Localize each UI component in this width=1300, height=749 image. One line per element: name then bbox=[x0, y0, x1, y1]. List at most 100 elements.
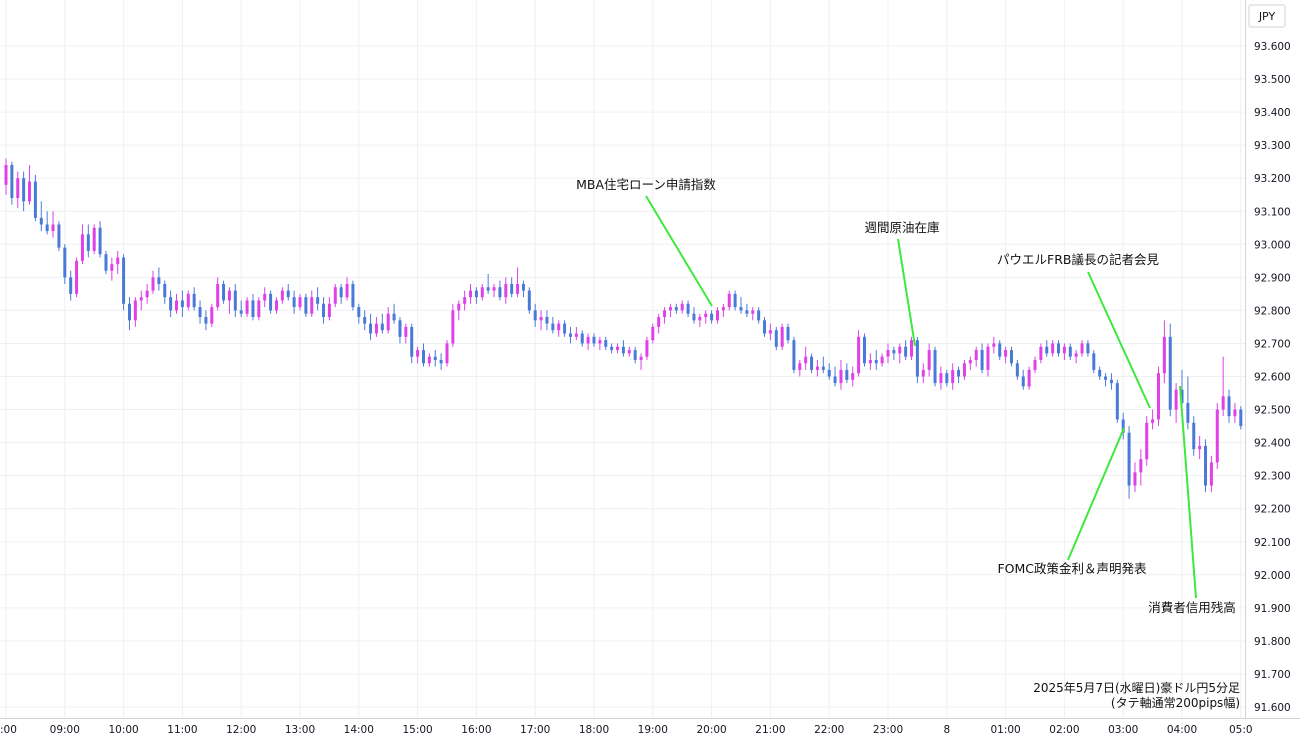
candle-body bbox=[298, 297, 302, 308]
price-tick-label: 92.200 bbox=[1254, 504, 1291, 516]
candle-body bbox=[692, 313, 696, 321]
candle-body bbox=[792, 340, 796, 370]
candle-body bbox=[416, 350, 420, 357]
candle bbox=[151, 270, 155, 294]
candle-body bbox=[245, 300, 249, 314]
annotation-label: 消費者信用残高 bbox=[1148, 600, 1236, 615]
price-tick-label: 91.900 bbox=[1254, 603, 1291, 615]
candle-body bbox=[686, 303, 690, 314]
candle bbox=[504, 277, 508, 304]
candle bbox=[192, 287, 196, 311]
candle-body bbox=[798, 363, 802, 370]
candle-body bbox=[474, 290, 478, 298]
candle-body bbox=[1186, 402, 1190, 423]
candle bbox=[592, 333, 596, 347]
candle-body bbox=[1227, 396, 1231, 417]
candle bbox=[627, 346, 631, 357]
candle bbox=[210, 303, 214, 327]
candle bbox=[604, 336, 608, 351]
candle bbox=[798, 359, 802, 377]
candle bbox=[1133, 462, 1137, 493]
candle-body bbox=[175, 300, 179, 311]
candle bbox=[886, 343, 890, 364]
candle-body bbox=[374, 323, 378, 334]
candle bbox=[239, 300, 243, 318]
candle-body bbox=[1092, 353, 1096, 370]
currency-label: JPY bbox=[1258, 10, 1276, 23]
candle bbox=[551, 317, 555, 334]
candle-body bbox=[868, 359, 872, 364]
candle-body bbox=[439, 359, 443, 364]
annotation-label: MBA住宅ローン申請指数 bbox=[576, 177, 716, 192]
candle bbox=[1174, 383, 1178, 423]
candle bbox=[810, 353, 814, 374]
candle-body bbox=[63, 247, 67, 278]
candle bbox=[862, 333, 866, 367]
candle bbox=[974, 346, 978, 367]
candle bbox=[1004, 346, 1008, 364]
candle bbox=[75, 257, 79, 298]
candle bbox=[222, 280, 226, 304]
candle bbox=[945, 369, 949, 387]
candle-body bbox=[1074, 353, 1078, 357]
candle bbox=[122, 254, 126, 311]
time-tick-label: :00 bbox=[0, 724, 17, 736]
candle bbox=[363, 310, 367, 331]
candle-body bbox=[768, 330, 772, 334]
candle-body bbox=[421, 350, 425, 364]
candle-body bbox=[939, 373, 943, 384]
candle bbox=[1151, 409, 1155, 430]
candle bbox=[16, 171, 20, 208]
candle bbox=[204, 310, 208, 331]
candle-body bbox=[874, 359, 878, 364]
candle bbox=[1074, 350, 1078, 364]
candle-body bbox=[1098, 369, 1102, 377]
candle-body bbox=[139, 297, 143, 301]
candle bbox=[780, 323, 784, 351]
price-tick-label: 91.600 bbox=[1254, 702, 1291, 714]
candle bbox=[1139, 449, 1143, 486]
candle-body bbox=[521, 283, 525, 291]
candle bbox=[69, 270, 73, 301]
candle bbox=[833, 366, 837, 387]
candle bbox=[698, 313, 702, 327]
candle bbox=[357, 303, 361, 324]
candle-body bbox=[1062, 346, 1066, 354]
candle-body bbox=[1004, 350, 1008, 357]
candle-body bbox=[1045, 346, 1049, 354]
candle bbox=[1109, 373, 1113, 390]
candle bbox=[274, 297, 278, 314]
candle-body bbox=[251, 300, 255, 318]
candle-body bbox=[210, 307, 214, 324]
candle-body bbox=[633, 350, 637, 360]
time-tick-label: 14:00 bbox=[344, 724, 374, 736]
candle-body bbox=[1204, 445, 1208, 486]
candle bbox=[792, 336, 796, 374]
time-tick-label: 17:00 bbox=[520, 724, 550, 736]
candle bbox=[663, 307, 667, 324]
candle bbox=[633, 346, 637, 364]
candle bbox=[480, 283, 484, 301]
candle-body bbox=[951, 369, 955, 384]
candle-body bbox=[886, 350, 890, 357]
candle bbox=[892, 346, 896, 360]
candle bbox=[486, 274, 490, 294]
candle bbox=[545, 310, 549, 331]
candle bbox=[568, 326, 572, 344]
candle-body bbox=[274, 300, 278, 311]
candle-body bbox=[286, 290, 290, 298]
candle bbox=[1039, 343, 1043, 364]
candle bbox=[1021, 369, 1025, 390]
candle bbox=[198, 300, 202, 324]
candle bbox=[157, 267, 161, 291]
candle-body bbox=[921, 369, 925, 377]
candle bbox=[233, 283, 237, 318]
candle bbox=[786, 323, 790, 344]
price-axis[interactable]: 93.600 93.500 93.400 93.300 93.200 93.100 93.0… bbox=[1254, 41, 1291, 714]
candle bbox=[510, 277, 514, 298]
candle-body bbox=[663, 310, 667, 318]
time-axis[interactable]: :00 09:00 10:00 11:00 12:00 13:00 14:00 15:00 16… bbox=[0, 724, 1253, 736]
time-tick-label: 09:00 bbox=[50, 724, 80, 736]
candle-body bbox=[839, 369, 843, 384]
